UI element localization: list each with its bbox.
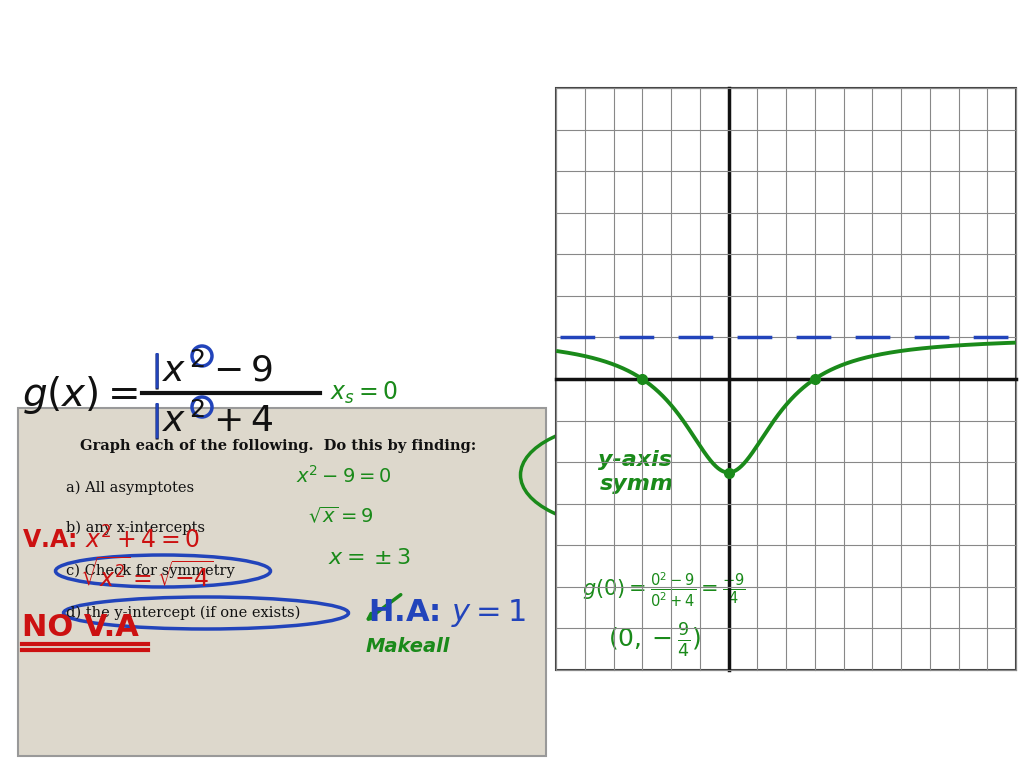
FancyBboxPatch shape bbox=[18, 408, 546, 756]
Text: Makeall: Makeall bbox=[366, 637, 451, 656]
Text: $|x^{\,2}+4$: $|x^{\,2}+4$ bbox=[150, 398, 273, 442]
Text: $g(x) =$: $g(x) =$ bbox=[22, 374, 138, 416]
Text: $g(0) = \frac{0^2-9}{0^2+4} = \frac{-9}{4}$: $g(0) = \frac{0^2-9}{0^2+4} = \frac{-9}{… bbox=[582, 571, 745, 609]
Text: $x=\pm3$: $x=\pm3$ bbox=[328, 548, 411, 568]
FancyBboxPatch shape bbox=[556, 88, 1016, 670]
Text: $|$: $|$ bbox=[150, 350, 160, 389]
Text: symm: symm bbox=[600, 474, 674, 494]
Text: V.A: $x^2+4=0$: V.A: $x^2+4=0$ bbox=[22, 526, 200, 554]
Text: $x^2-9=0$: $x^2-9=0$ bbox=[296, 465, 391, 487]
Text: $|x^{\,2} - 9$: $|x^{\,2} - 9$ bbox=[150, 348, 273, 392]
Text: $(0,-\frac{9}{4})$: $(0,-\frac{9}{4})$ bbox=[608, 621, 701, 659]
Text: $\sqrt{x^2}=\sqrt{-4}$: $\sqrt{x^2}=\sqrt{-4}$ bbox=[80, 558, 214, 593]
Text: $\sqrt{x}=9$: $\sqrt{x}=9$ bbox=[308, 505, 374, 526]
Text: Graph each of the following.  Do this by finding:: Graph each of the following. Do this by … bbox=[80, 439, 476, 453]
Text: a) All asymptotes: a) All asymptotes bbox=[66, 481, 195, 495]
Text: $|$: $|$ bbox=[150, 400, 160, 439]
Text: y-axis: y-axis bbox=[598, 450, 672, 470]
Text: d) the y-intercept (if one exists): d) the y-intercept (if one exists) bbox=[66, 606, 300, 621]
Text: H.A: $y=1$: H.A: $y=1$ bbox=[368, 597, 525, 629]
Text: c) Check for symmetry: c) Check for symmetry bbox=[66, 564, 234, 578]
Text: NO V.A: NO V.A bbox=[22, 614, 139, 643]
Text: $x_s = 0$: $x_s = 0$ bbox=[330, 380, 398, 406]
Text: b) any x-intercepts: b) any x-intercepts bbox=[66, 521, 205, 535]
